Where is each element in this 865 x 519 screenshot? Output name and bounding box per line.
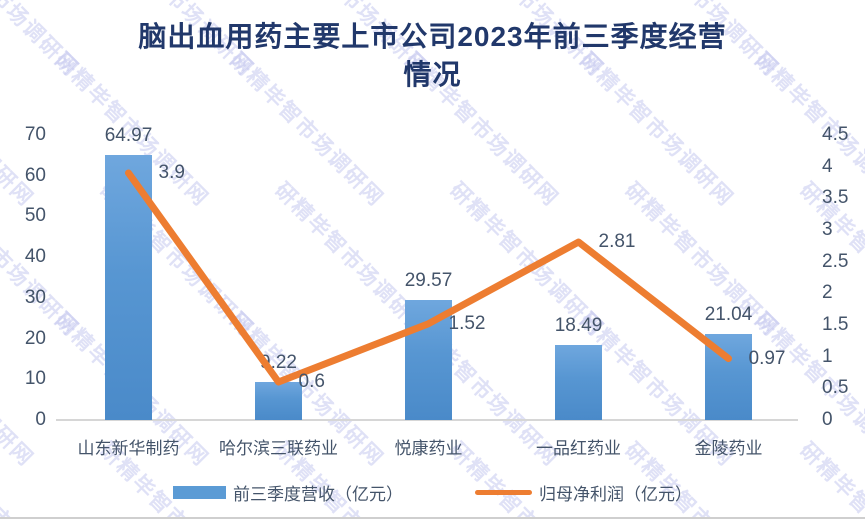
- right-axis-tick-1.5: 1.5: [822, 314, 849, 335]
- bar-一品红药业: [555, 344, 602, 420]
- left-axis-tick-0: 0: [35, 409, 46, 430]
- legend-label-profit: 归母净利润（亿元）: [539, 485, 692, 504]
- bar-value-label-3: 18.49: [554, 314, 603, 336]
- legend-bar-swatch-icon: [173, 486, 226, 499]
- right-axis-tick-1: 1: [822, 345, 833, 367]
- right-axis-tick-0.5: 0.5: [822, 377, 849, 399]
- x-axis-category-山东新华制药: 山东新华制药: [77, 439, 180, 458]
- bar-悦康药业: [405, 299, 452, 420]
- legend-label-revenue: 前三季度营收（亿元）: [233, 485, 403, 504]
- legend-line-swatch-icon: [475, 490, 532, 495]
- x-axis-category-金陵药业: 金陵药业: [694, 439, 763, 458]
- chart-title: 脑出血用药主要上市公司2023年前三季度经营 情况: [0, 18, 865, 94]
- x-axis-baseline: [55, 419, 798, 421]
- legend: 前三季度营收（亿元） 归母净利润（亿元）: [0, 480, 865, 505]
- line-value-label-0: 3.9: [158, 162, 185, 183]
- right-axis-tick-4: 4: [822, 155, 833, 177]
- x-axis-category-一品红药业: 一品红药业: [536, 439, 621, 458]
- line-value-label-1: 0.6: [298, 371, 325, 392]
- x-axis-category-哈尔滨三联药业: 哈尔滨三联药业: [219, 439, 338, 458]
- left-axis-tick-10: 10: [24, 368, 46, 390]
- x-axis-category-悦康药业: 悦康药业: [394, 439, 463, 458]
- left-axis-tick-20: 20: [24, 327, 46, 349]
- right-axis-tick-2: 2: [822, 282, 833, 304]
- line-value-label-2: 1.52: [448, 312, 486, 334]
- line-value-label-4: 0.97: [748, 347, 786, 369]
- line-value-label-3: 2.81: [598, 231, 636, 253]
- legend-item-revenue: 前三季度营收（亿元）: [173, 480, 403, 505]
- right-axis-tick-2.5: 2.5: [822, 250, 849, 272]
- bar-金陵药业: [705, 334, 752, 420]
- bottom-edge-divider: [0, 517, 865, 519]
- left-axis-tick-70: 70: [24, 124, 46, 145]
- chart-title-line1: 脑出血用药主要上市公司2023年前三季度经营: [138, 21, 727, 52]
- bar-value-label-2: 29.57: [404, 269, 453, 291]
- bar-山东新华制药: [105, 155, 152, 420]
- right-axis-tick-0: 0: [822, 409, 833, 430]
- chart-title-line2: 情况: [403, 59, 462, 90]
- left-axis-tick-40: 40: [24, 246, 46, 268]
- left-axis-tick-60: 60: [24, 164, 46, 186]
- right-axis-tick-3.5: 3.5: [822, 187, 849, 209]
- left-axis-tick-50: 50: [24, 205, 46, 227]
- right-axis-tick-4.5: 4.5: [822, 124, 849, 145]
- bar-哈尔滨三联药业: [255, 382, 302, 420]
- bar-value-label-4: 21.04: [704, 304, 753, 326]
- legend-item-profit: 归母净利润（亿元）: [475, 480, 692, 505]
- right-axis-tick-3: 3: [822, 219, 833, 240]
- bar-value-label-0: 64.97: [104, 125, 153, 147]
- left-axis-tick-30: 30: [24, 286, 46, 308]
